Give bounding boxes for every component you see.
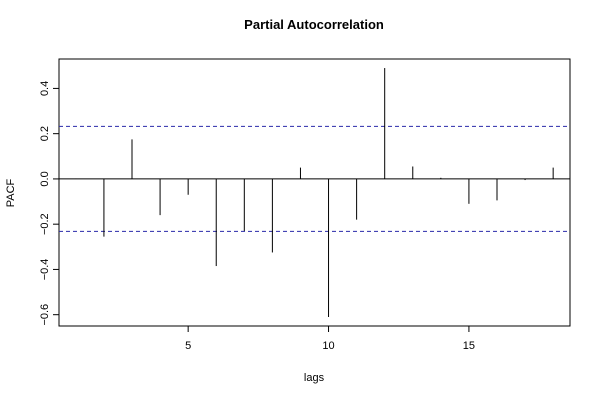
- x-axis-label: lags: [304, 372, 325, 384]
- x-tick-label: 15: [463, 340, 475, 352]
- y-tick-label: 0.4: [39, 81, 51, 96]
- y-tick-label: 0.2: [39, 126, 51, 141]
- x-tick-label: 10: [322, 340, 334, 352]
- x-axis: 5 10 15: [185, 326, 475, 352]
- y-axis: −0.6 −0.4 −0.2 0.0 0.2 0.4: [39, 81, 59, 326]
- chart-title: Partial Autocorrelation: [244, 17, 384, 32]
- y-tick-label: −0.2: [39, 213, 51, 235]
- y-axis-label: PACF: [5, 178, 17, 207]
- confidence-bounds: [59, 125, 570, 232]
- y-tick-label: −0.6: [39, 304, 51, 326]
- y-tick-label: 0.0: [39, 171, 51, 186]
- x-tick-label: 5: [185, 340, 191, 352]
- pacf-bars: [75, 68, 554, 317]
- plot-frame: [58, 58, 571, 327]
- y-tick-label: −0.4: [39, 259, 51, 281]
